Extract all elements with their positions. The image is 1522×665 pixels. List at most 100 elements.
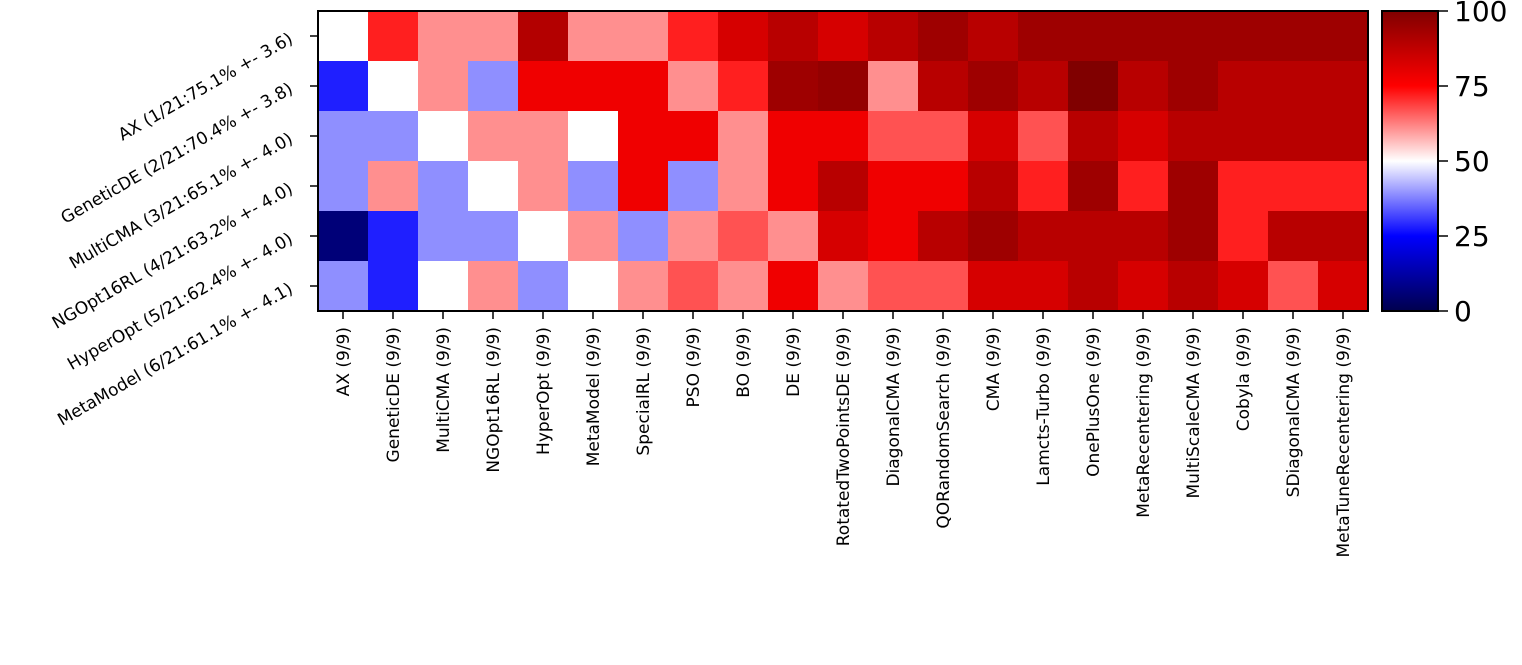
heatmap-cell [918, 211, 969, 262]
heatmap-cell [768, 61, 819, 112]
heatmap-cell [718, 211, 769, 262]
heatmap-cell [1218, 161, 1269, 212]
heatmap-cell [418, 61, 469, 112]
column-label: DiagonalCMA (9/9) [884, 327, 904, 487]
column-label: GeneticDE (9/9) [384, 327, 404, 462]
heatmap-cell [368, 161, 419, 212]
heatmap-cell [1268, 261, 1319, 312]
heatmap-cell [1018, 161, 1069, 212]
heatmap-cell [818, 61, 869, 112]
column-label: Lamcts-Turbo (9/9) [1034, 327, 1054, 486]
heatmap-cell [518, 61, 569, 112]
heatmap-cell [618, 261, 669, 312]
colorbar: 0 25 50 75 100 [1381, 0, 1507, 328]
heatmap-cell [1318, 111, 1369, 162]
heatmap-cell [768, 11, 819, 62]
heatmap-cell [818, 211, 869, 262]
heatmap-cell [768, 161, 819, 212]
heatmap-cell [1168, 61, 1219, 112]
column-label: SDiagonalCMA (9/9) [1284, 327, 1304, 497]
heatmap-cell [1018, 211, 1069, 262]
heatmap-cell [318, 211, 369, 262]
heatmap-cell [1218, 211, 1269, 262]
heatmap-cell [468, 211, 519, 262]
heatmap-cell [1068, 11, 1119, 62]
heatmap-cell [368, 211, 419, 262]
column-label: SpecialRL (9/9) [634, 327, 654, 456]
colorbar-gradient [1381, 10, 1439, 312]
heatmap-cell [618, 61, 669, 112]
heatmap-cell [1318, 211, 1369, 262]
heatmap-cell [518, 261, 569, 312]
heatmap-cell [718, 261, 769, 312]
heatmap-cell [1268, 111, 1319, 162]
heatmap-cell [568, 261, 619, 312]
heatmap-cell [418, 11, 469, 62]
heatmap-cell [1168, 211, 1219, 262]
heatmap-cell [868, 211, 919, 262]
heatmap-cell [468, 61, 519, 112]
heatmap-cell [1218, 261, 1269, 312]
column-label: MetaTuneRecentering (9/9) [1334, 327, 1354, 558]
heatmap-cell [668, 261, 719, 312]
heatmap-cell [468, 161, 519, 212]
heatmap-cell [1118, 111, 1169, 162]
heatmap-cell [918, 11, 969, 62]
heatmap-cell [1168, 11, 1219, 62]
column-label: AX (9/9) [334, 327, 354, 396]
heatmap-cell [1168, 161, 1219, 212]
heatmap-cell [368, 261, 419, 312]
heatmap-cell [1218, 11, 1269, 62]
heatmap-cell [468, 11, 519, 62]
heatmap-cell [718, 111, 769, 162]
heatmap-cell [568, 211, 619, 262]
heatmap-cell [768, 261, 819, 312]
heatmap-cell [1168, 261, 1219, 312]
heatmap-cell [668, 211, 719, 262]
heatmap-cell [818, 11, 869, 62]
heatmap-cell [668, 111, 719, 162]
heatmap-cell [918, 111, 969, 162]
heatmap-cell [968, 111, 1019, 162]
heatmap-cell [568, 11, 619, 62]
heatmap-cell [1268, 211, 1319, 262]
heatmap-cell [1268, 11, 1319, 62]
heatmap-cell [618, 211, 669, 262]
heatmap-cell [1218, 111, 1269, 162]
heatmap-cells [318, 11, 1369, 312]
column-label: RotatedTwoPointsDE (9/9) [834, 327, 854, 546]
heatmap-cell [968, 211, 1019, 262]
heatmap-cell [668, 11, 719, 62]
column-label: HyperOpt (9/9) [534, 327, 554, 455]
heatmap-cell [918, 61, 969, 112]
heatmap-cell [668, 61, 719, 112]
heatmap-cell [518, 11, 569, 62]
heatmap-cell [318, 111, 369, 162]
heatmap-cell [318, 61, 369, 112]
heatmap-cell [1068, 261, 1119, 312]
heatmap-cell [618, 11, 669, 62]
column-label: NGOpt16RL (9/9) [484, 327, 504, 473]
heatmap-cell [318, 161, 369, 212]
heatmap-cell [1168, 111, 1219, 162]
heatmap-cell [1018, 261, 1069, 312]
heatmap-cell [718, 161, 769, 212]
column-axis: AX (9/9) GeneticDE (9/9) MultiCMA (9/9) NGO… [334, 311, 1354, 558]
heatmap-cell [1318, 261, 1369, 312]
column-label: Cobyla (9/9) [1234, 327, 1254, 431]
column-label: MetaModel (9/9) [584, 327, 604, 466]
heatmap-cell [1018, 11, 1069, 62]
heatmap-cell [1118, 11, 1169, 62]
heatmap-cell [868, 61, 919, 112]
column-label: OnePlusOne (9/9) [1084, 327, 1104, 477]
heatmap-cell [1018, 61, 1069, 112]
heatmap-cell [968, 11, 1019, 62]
heatmap-cell [1318, 11, 1369, 62]
heatmap-cell [768, 111, 819, 162]
heatmap-cell [518, 161, 569, 212]
heatmap-cell [968, 161, 1019, 212]
column-label: CMA (9/9) [984, 327, 1004, 411]
heatmap-cell [818, 111, 869, 162]
heatmap-cell [1118, 211, 1169, 262]
